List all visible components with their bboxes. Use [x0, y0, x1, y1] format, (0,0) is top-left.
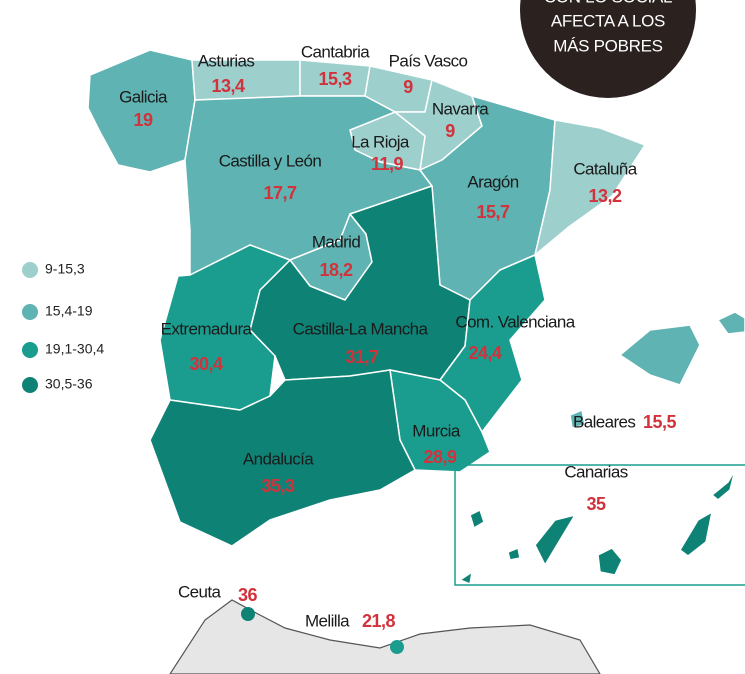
region-value: 36 [238, 585, 258, 605]
region-name: Cataluña [573, 159, 637, 178]
region-value: 24,4 [468, 343, 502, 363]
region-name: Murcia [412, 421, 461, 440]
region-value: 21,8 [362, 611, 396, 631]
region-name: La Rioja [351, 132, 410, 151]
region-name: Madrid [312, 232, 361, 251]
region-name: Extremadura [161, 319, 253, 338]
legend-swatch [22, 377, 38, 393]
cataluna [534, 119, 646, 256]
legend-label: 9-15,3 [45, 261, 85, 277]
region-value: 19 [133, 110, 153, 130]
legend-swatch [22, 304, 38, 320]
region-value: 35,3 [261, 476, 295, 496]
region-value: 15,3 [318, 69, 352, 89]
region-name: Aragón [467, 172, 518, 191]
badge-line: AFECTA A LOS [551, 11, 665, 30]
legend-label: 15,4-19 [45, 303, 93, 319]
region-value: 18,2 [319, 260, 353, 280]
region-value: 35 [586, 494, 606, 514]
ceuta [241, 607, 255, 621]
region-name: País Vasco [389, 51, 468, 70]
region-value: 15,7 [476, 202, 510, 222]
region-value: 17,7 [263, 183, 297, 203]
region-value: 13,2 [588, 186, 622, 206]
badge-line: MÁS POBRES [553, 36, 662, 55]
region-value: 11,9 [371, 154, 404, 174]
badge-line: CON LO SOCIAL [544, 0, 672, 6]
canarias-box [454, 464, 745, 586]
badge [520, 0, 696, 98]
baleares [569, 311, 745, 429]
region-value: 13,4 [211, 76, 245, 96]
region-value: 28,9 [423, 447, 457, 467]
region-name: Asturias [198, 51, 255, 70]
region-value: 9 [445, 121, 455, 141]
region-name: Castilla-La Mancha [293, 319, 429, 338]
melilla [390, 640, 404, 654]
canarias [459, 469, 736, 585]
andalucia [149, 369, 416, 547]
region-name: Galicia [119, 87, 168, 106]
legend-label: 30,5-36 [45, 376, 93, 392]
legend-label: 19,1-30,4 [45, 341, 104, 357]
region-name: Andalucía [243, 449, 314, 468]
region-value: 30,4 [189, 354, 223, 374]
legend-swatch [22, 342, 38, 358]
castilla-la-mancha [249, 185, 471, 381]
region-name: Canarias [564, 462, 627, 481]
region-name: Baleares [573, 412, 635, 431]
legend-swatch [22, 262, 38, 278]
region-name: Castilla y León [219, 151, 322, 170]
region-name: Melilla [305, 611, 350, 630]
region-value: 31,7 [345, 347, 379, 367]
region-name: Com. Valenciana [455, 312, 575, 331]
morocco [169, 599, 601, 674]
region-name: Ceuta [178, 582, 222, 601]
extremadura [159, 244, 291, 411]
region-value: 15,5 [643, 412, 677, 432]
galicia [87, 49, 196, 173]
region-name: Cantabria [301, 42, 370, 61]
region-name: Navarra [432, 99, 489, 118]
region-value: 9 [403, 77, 413, 97]
